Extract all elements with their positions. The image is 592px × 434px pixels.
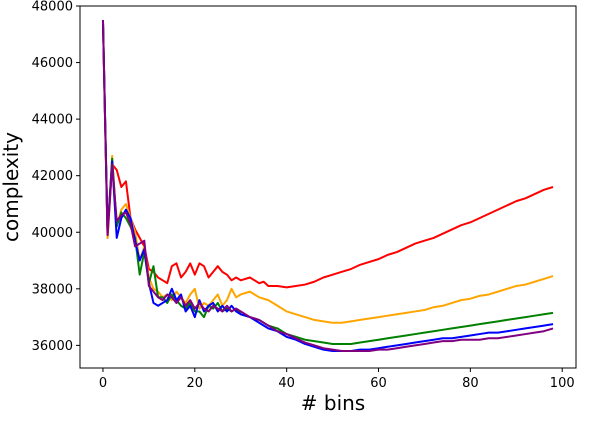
y-tick-label: 40000 — [32, 226, 73, 241]
plot-series — [101, 20, 554, 353]
x-tick-label: 80 — [462, 376, 479, 391]
series-line-1 — [101, 20, 554, 289]
x-tick-label: 0 — [99, 376, 107, 391]
x-tick-label: 100 — [550, 376, 575, 391]
series-line-2 — [101, 20, 554, 324]
x-tick-label: 60 — [370, 376, 387, 391]
y-axis-title: complexity — [0, 132, 23, 242]
x-tick-label: 40 — [278, 376, 295, 391]
y-tick-label: 42000 — [32, 169, 73, 184]
y-tick-label: 48000 — [32, 0, 73, 15]
y-ticks: 36000 38000 40000 42000 44000 46000 48000 — [32, 0, 80, 354]
y-tick-label: 46000 — [32, 56, 73, 71]
x-axis-title: # bins — [301, 391, 365, 415]
y-tick-label: 44000 — [32, 113, 73, 128]
y-tick-label: 38000 — [32, 282, 73, 297]
series-line-4 — [101, 20, 554, 353]
x-tick-label: 20 — [187, 376, 204, 391]
plot-frame — [79, 5, 577, 369]
y-tick-label: 36000 — [32, 339, 73, 354]
series-line-5 — [101, 20, 554, 353]
x-ticks: 0 20 40 60 80 100 — [99, 368, 575, 391]
